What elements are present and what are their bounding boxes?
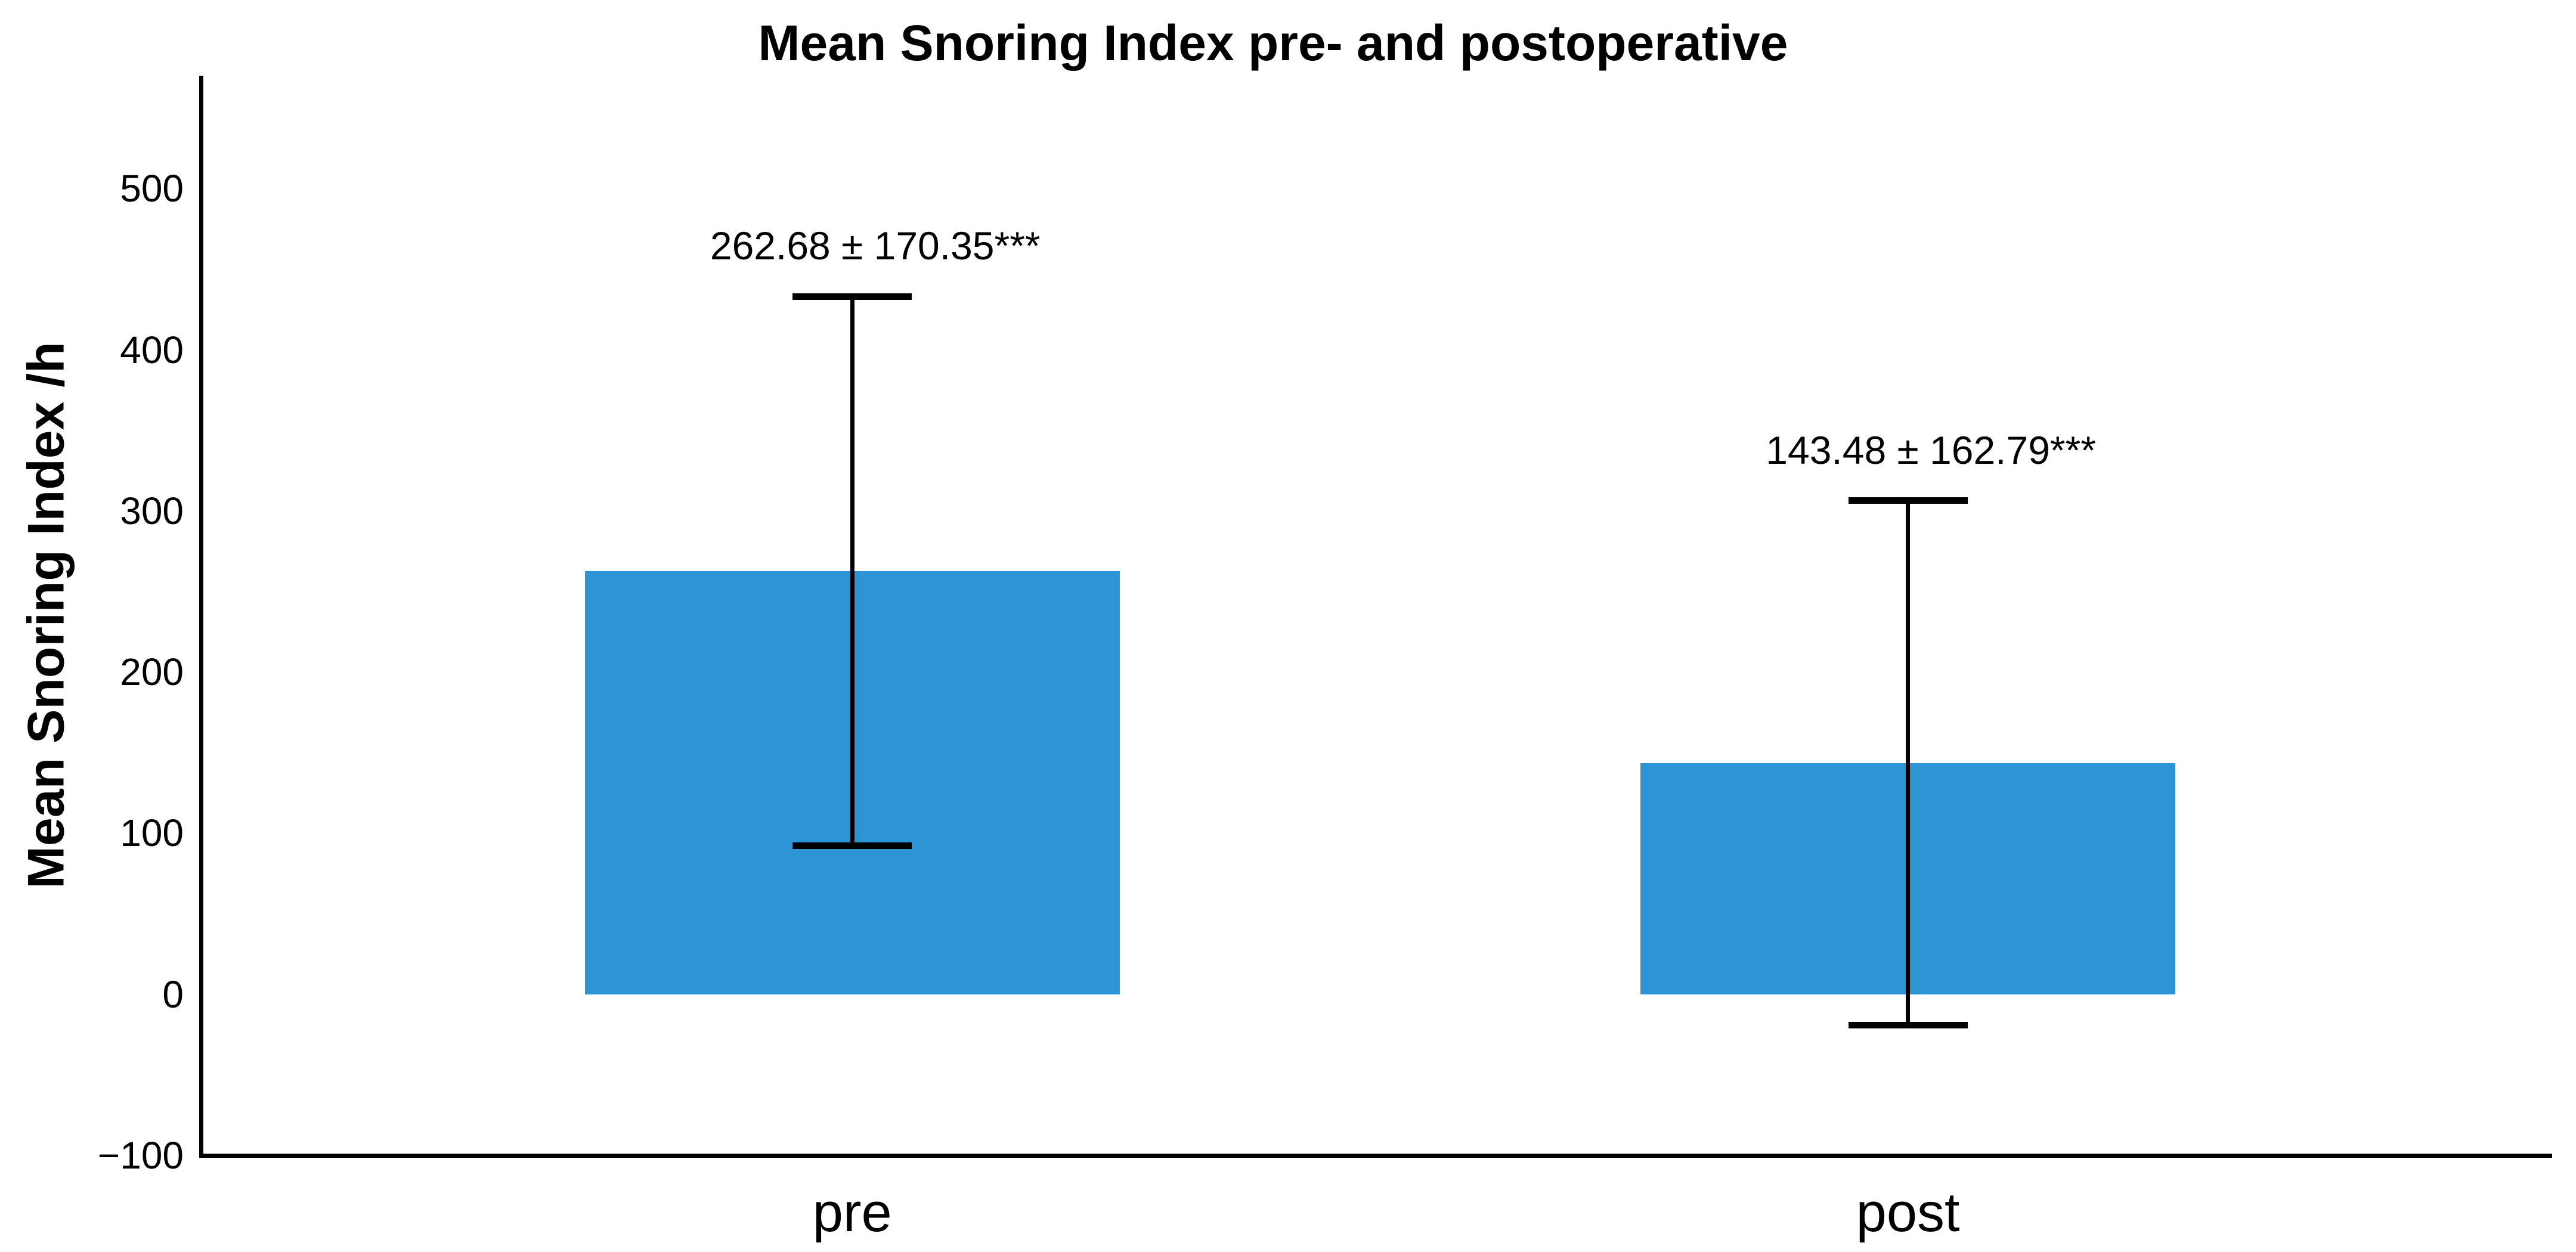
value-label-post: 143.48 ± 162.79 *** (1766, 427, 2096, 472)
error-bar-cap-top-post (1848, 497, 1968, 504)
value-label-text-post: 143.48 ± 162.79 (1766, 427, 2050, 472)
value-label-pre: 262.68 ± 170.35 *** (710, 224, 1041, 268)
error-bar-cap-bottom-post (1848, 1022, 1968, 1029)
y-tick-label: 300 (120, 489, 184, 532)
error-bar-line-pre (850, 296, 854, 846)
y-tick-label: 500 (120, 167, 184, 210)
y-axis-title: Mean Snoring Index /h (17, 342, 75, 889)
significance-stars-post: *** (2049, 427, 2096, 472)
y-tick-label: 0 (162, 972, 184, 1016)
error-bar-cap-top-pre (792, 293, 912, 300)
error-bar-line-post (1906, 500, 1911, 1025)
y-tick-label: −100 (97, 1134, 184, 1177)
y-tick-label: 100 (120, 811, 184, 855)
chart-title: Mean Snoring Index pre- and postoperativ… (758, 15, 1788, 71)
value-label-text-pre: 262.68 ± 170.35 (710, 224, 995, 268)
x-tick-label-pre: pre (812, 1182, 892, 1243)
y-axis-line (199, 76, 203, 1158)
x-axis-line (199, 1154, 2552, 1158)
y-tick-label: 400 (120, 328, 184, 371)
x-tick-label-post: post (1856, 1182, 1960, 1243)
error-bar-cap-bottom-pre (792, 842, 912, 849)
y-tick-label: 200 (120, 650, 184, 694)
significance-stars-pre: *** (994, 224, 1041, 268)
